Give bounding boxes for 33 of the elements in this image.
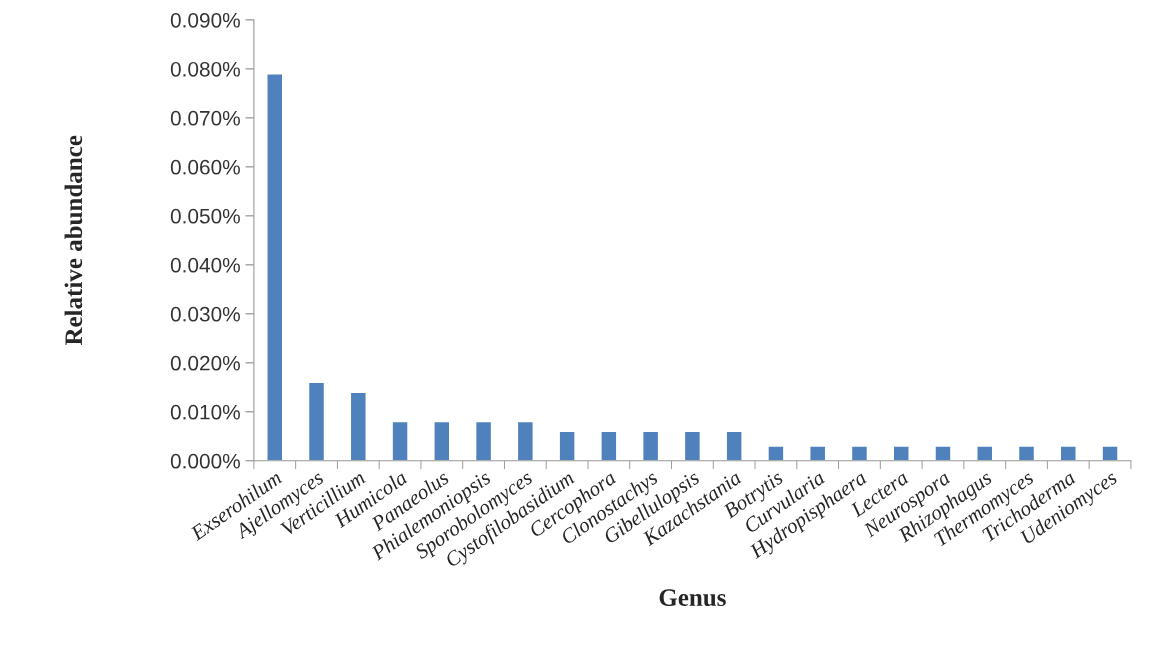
- y-tick-label: 0.090%: [170, 12, 240, 28]
- y-tick-label: 0.040%: [170, 257, 240, 273]
- y-tick-label: 0.070%: [170, 110, 240, 126]
- bar: [683, 430, 702, 461]
- y-tick-label: 0.080%: [170, 61, 240, 77]
- bar: [474, 420, 493, 461]
- bar: [307, 381, 326, 461]
- bar: [934, 445, 952, 461]
- bar: [850, 445, 869, 461]
- bar: [391, 420, 409, 461]
- bar: [1017, 445, 1036, 461]
- bar: [976, 445, 994, 461]
- y-tick-label: 0.000%: [170, 453, 240, 469]
- y-tick-label: 0.020%: [170, 355, 240, 371]
- y-axis-title: Relative abundance: [64, 135, 83, 346]
- y-tick-label: 0.010%: [170, 404, 240, 420]
- bar: [809, 445, 827, 461]
- y-tick-label: 0.030%: [170, 306, 240, 322]
- bar: [433, 420, 451, 461]
- bar: [349, 391, 367, 461]
- bar: [1101, 445, 1119, 461]
- bar: [266, 73, 284, 461]
- bar: [767, 445, 785, 461]
- bar: [725, 430, 743, 461]
- bar: [516, 420, 534, 461]
- y-tick-label: 0.060%: [170, 159, 240, 175]
- bar: [642, 430, 660, 461]
- bar: [600, 430, 618, 461]
- y-tick-label: 0.050%: [170, 208, 240, 224]
- bar: [558, 430, 576, 461]
- bar: [1059, 445, 1077, 461]
- x-axis-title: Genus: [659, 589, 726, 607]
- bar: [892, 445, 910, 461]
